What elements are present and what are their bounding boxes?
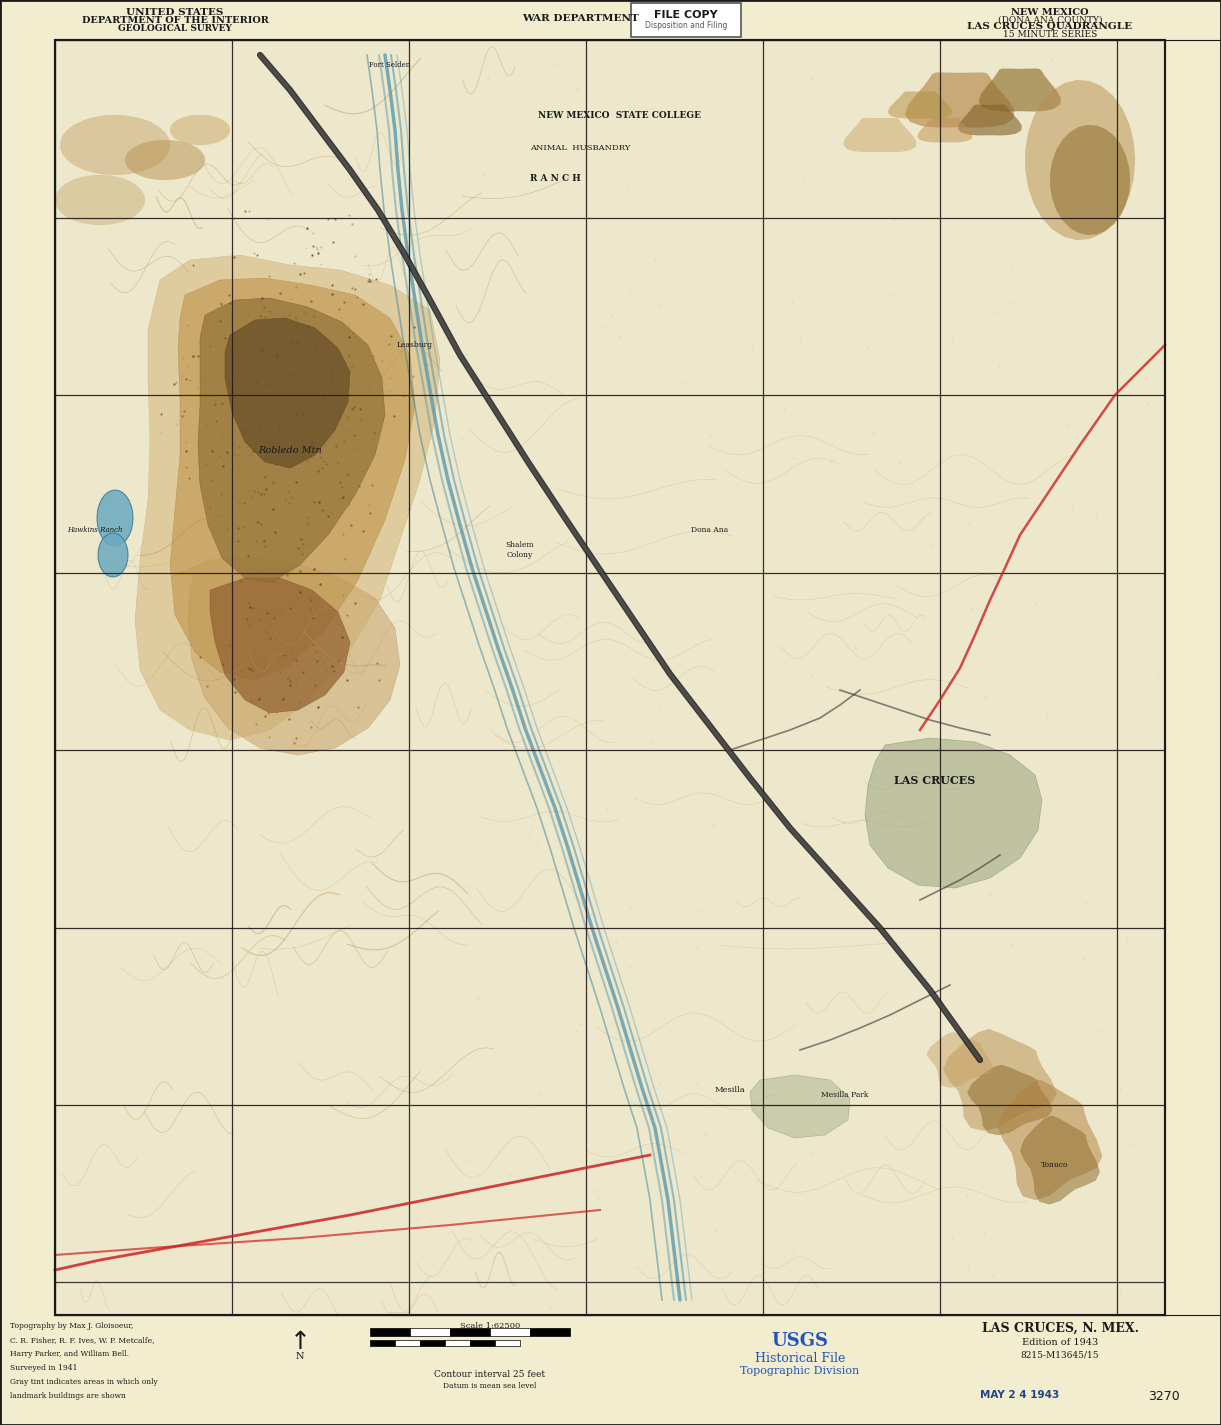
Text: Gray tint indicates areas in which only: Gray tint indicates areas in which only: [10, 1378, 158, 1387]
Text: Hawkins Ranch: Hawkins Ranch: [67, 526, 123, 534]
Text: Historical File: Historical File: [755, 1352, 845, 1365]
Text: landmark buildings are shown: landmark buildings are shown: [10, 1392, 126, 1399]
Polygon shape: [998, 1080, 1103, 1200]
Text: Mesilla: Mesilla: [714, 1086, 745, 1094]
Text: Disposition and Filing: Disposition and Filing: [645, 21, 728, 30]
Polygon shape: [1050, 125, 1129, 235]
Polygon shape: [175, 559, 400, 755]
Text: Tonuco: Tonuco: [1042, 1161, 1068, 1168]
Polygon shape: [98, 533, 128, 577]
Bar: [495, 1340, 520, 1347]
Polygon shape: [198, 298, 385, 581]
Bar: [55, 40, 1165, 1315]
Text: N: N: [295, 1352, 304, 1361]
Polygon shape: [888, 91, 951, 118]
Text: WAR DEPARTMENT: WAR DEPARTMENT: [521, 14, 639, 23]
Text: 15 MINUTE SERIES: 15 MINUTE SERIES: [1002, 30, 1098, 38]
Bar: [370, 1340, 396, 1347]
Polygon shape: [943, 1029, 1057, 1131]
Polygon shape: [170, 278, 415, 680]
Polygon shape: [864, 738, 1042, 888]
Polygon shape: [979, 68, 1061, 111]
Text: ↑: ↑: [289, 1330, 310, 1354]
Text: Shalem
Colony: Shalem Colony: [505, 542, 535, 559]
Text: Leasburg: Leasburg: [397, 341, 433, 349]
Bar: [470, 1340, 495, 1347]
Text: Dona Ana: Dona Ana: [691, 526, 729, 534]
Polygon shape: [750, 1074, 850, 1139]
Text: LAS CRUCES QUADRANGLE: LAS CRUCES QUADRANGLE: [967, 21, 1133, 31]
Text: Scale 1:62500: Scale 1:62500: [460, 1322, 520, 1330]
Bar: [451, 1328, 490, 1337]
Polygon shape: [917, 118, 972, 142]
Bar: [444, 1340, 470, 1347]
Bar: [370, 1328, 410, 1337]
Polygon shape: [55, 175, 145, 225]
Bar: [420, 1340, 444, 1347]
Text: NEW MEXICO: NEW MEXICO: [1011, 9, 1089, 17]
Text: 3270: 3270: [1148, 1389, 1179, 1404]
Polygon shape: [210, 579, 350, 712]
Text: Topography by Max J. Gloisoeur,: Topography by Max J. Gloisoeur,: [10, 1322, 133, 1330]
Bar: [396, 1340, 420, 1347]
Text: Datum is mean sea level: Datum is mean sea level: [443, 1382, 537, 1389]
Bar: [55, 40, 1165, 1315]
Text: ANIMAL  HUSBANDRY: ANIMAL HUSBANDRY: [530, 144, 630, 152]
Bar: [410, 1328, 451, 1337]
Text: DEPARTMENT OF THE INTERIOR: DEPARTMENT OF THE INTERIOR: [82, 16, 269, 26]
Text: USGS: USGS: [772, 1332, 829, 1349]
Polygon shape: [98, 490, 133, 546]
Polygon shape: [126, 140, 205, 180]
Text: 8215-M13645/15: 8215-M13645/15: [1021, 1349, 1099, 1359]
Text: GEOLOGICAL SURVEY: GEOLOGICAL SURVEY: [118, 24, 232, 33]
Text: R A N C H: R A N C H: [530, 174, 580, 182]
Polygon shape: [170, 115, 230, 145]
Text: Surveyed in 1941: Surveyed in 1941: [10, 1364, 77, 1372]
Polygon shape: [844, 118, 916, 152]
Text: Robledo Mtn: Robledo Mtn: [258, 446, 322, 455]
FancyBboxPatch shape: [631, 3, 741, 37]
Polygon shape: [225, 318, 350, 467]
Polygon shape: [927, 1032, 993, 1087]
Polygon shape: [60, 115, 170, 175]
Bar: [530, 1328, 570, 1337]
Polygon shape: [1026, 80, 1136, 239]
Text: Contour interval 25 feet: Contour interval 25 feet: [435, 1369, 546, 1379]
Polygon shape: [967, 1064, 1053, 1136]
Text: MAY 2 4 1943: MAY 2 4 1943: [980, 1389, 1060, 1399]
Text: UNITED STATES: UNITED STATES: [126, 9, 223, 17]
Text: Harry Parker, and William Bell.: Harry Parker, and William Bell.: [10, 1349, 129, 1358]
Text: NEW MEXICO  STATE COLLEGE: NEW MEXICO STATE COLLEGE: [538, 111, 702, 120]
Text: Edition of 1943: Edition of 1943: [1022, 1338, 1098, 1347]
Bar: [1165, 40, 1221, 1315]
Text: Topographic Division: Topographic Division: [740, 1367, 860, 1377]
Polygon shape: [136, 255, 440, 740]
Text: LAS CRUCES, N. MEX.: LAS CRUCES, N. MEX.: [982, 1322, 1138, 1335]
Text: C. R. Fisher, R. F. Ives, W. P. Metcalfe,: C. R. Fisher, R. F. Ives, W. P. Metcalfe…: [10, 1337, 155, 1344]
Text: Fort Selden: Fort Selden: [370, 61, 410, 68]
Text: FILE COPY: FILE COPY: [654, 10, 718, 20]
Polygon shape: [905, 73, 1015, 127]
Polygon shape: [958, 105, 1022, 135]
Text: Mesilla Park: Mesilla Park: [822, 1092, 868, 1099]
Text: LAS CRUCES: LAS CRUCES: [894, 775, 976, 785]
Text: (DOÑA ANA COUNTY): (DOÑA ANA COUNTY): [998, 16, 1103, 26]
Bar: [490, 1328, 530, 1337]
Polygon shape: [1021, 1116, 1100, 1204]
